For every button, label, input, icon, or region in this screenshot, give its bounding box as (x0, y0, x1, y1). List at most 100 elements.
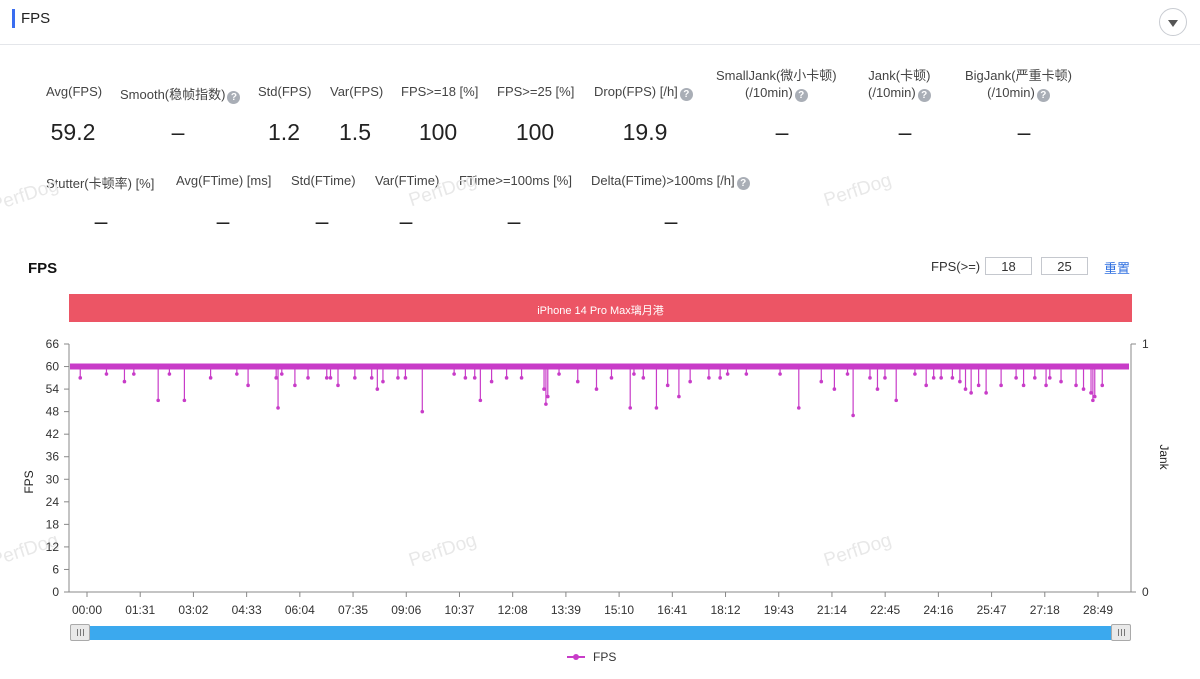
fps-dip-point (1074, 383, 1078, 388)
stat-label-text: SmallJank(微小卡顿) (716, 68, 837, 83)
fps-dip-point (913, 372, 917, 376)
fps-dip-point (1081, 387, 1086, 391)
fps-dip-point (868, 376, 872, 380)
x-tick-label: 25:47 (977, 603, 1007, 617)
collapse-toggle-button[interactable] (1159, 8, 1187, 36)
chart-legend-item[interactable]: FPS (567, 650, 616, 664)
fps-dip-point (489, 379, 494, 384)
fps-dip-point (976, 383, 981, 388)
stats_row2-value-0: – (94, 208, 108, 234)
x-tick-label: 13:39 (551, 603, 581, 617)
fps-dip-point (78, 376, 83, 380)
fps-dip-point (924, 383, 928, 388)
fps-dip-point (594, 387, 599, 391)
x-tick-label: 24:16 (923, 603, 953, 617)
fps-dip-point (778, 372, 782, 376)
y-tick-label: 66 (46, 337, 60, 351)
zoom-slider-track[interactable] (80, 626, 1120, 640)
stat-label-unit: (/10min) (744, 85, 793, 100)
fps-dip-point (609, 376, 614, 380)
fps-dip-point (353, 376, 357, 380)
chevron-down-icon (1168, 19, 1178, 27)
fps-dip-point (544, 402, 548, 406)
fps-dip-point (208, 376, 213, 380)
help-icon[interactable]: ? (917, 89, 931, 102)
fps-dip-point (1033, 376, 1037, 380)
fps-dip-point (725, 372, 730, 376)
fps-dip-point (420, 409, 425, 414)
help-icon[interactable]: ? (679, 88, 693, 101)
fps-dip-point (575, 379, 580, 384)
y-tick-label: 54 (46, 382, 60, 396)
stats_row2-value-5: – (664, 208, 678, 234)
fps-dip-point (182, 398, 187, 403)
help-icon[interactable]: ? (1036, 89, 1050, 102)
stat-label-text: BigJank(严重卡顿) (965, 68, 1072, 83)
stat-label-text: FPS>=18 [%] (401, 84, 479, 99)
x-tick-label: 19:43 (764, 603, 794, 617)
y-tick-label: 6 (52, 562, 59, 576)
fps-dip-point (156, 398, 160, 403)
fps-dip-point (744, 372, 749, 376)
fps-dip-point (336, 383, 340, 388)
fps-dip-point (894, 398, 899, 403)
reset-button[interactable]: 重置 (1104, 261, 1131, 276)
legend-line-marker-icon (567, 652, 585, 662)
fps-dip-point (931, 376, 936, 380)
help-icon[interactable]: ? (227, 91, 241, 104)
fps-dip-point (845, 372, 850, 376)
x-tick-label: 27:18 (1030, 603, 1060, 617)
stats_row2-label-1: Avg(FTime) [ms] (176, 173, 271, 188)
stats_row2-label-0: Stutter(卡顿率) [%] (46, 173, 154, 192)
stat-label-unit: (/10min) (987, 85, 1035, 100)
stats_row1-value-5: 100 (515, 119, 555, 145)
fps-dip-point (328, 376, 333, 380)
stats_row2-value-4: – (507, 208, 521, 234)
fps-dip-point (875, 387, 880, 391)
stat-label-text: Std(FPS) (258, 84, 312, 99)
stats_row1-value-1: – (171, 119, 185, 145)
fps-dip-point (950, 376, 955, 380)
x-tick-label: 22:45 (870, 603, 900, 617)
stats_row1-value-0: 59.2 (50, 119, 96, 145)
zoom-slider-right-handle[interactable] (1111, 624, 1131, 641)
stats_row1-value-8: – (898, 119, 912, 145)
fps-dip-point (324, 376, 329, 380)
x-tick-label: 18:12 (711, 603, 741, 617)
help-icon[interactable]: ? (736, 177, 750, 190)
fps-dip-point (403, 376, 408, 380)
stats_row1-label-3: Var(FPS) (330, 84, 383, 99)
zoom-slider-left-handle[interactable] (70, 624, 90, 641)
fps-threshold-input-1[interactable] (985, 257, 1032, 275)
y2-axis-label: Jank (1157, 444, 1171, 470)
help-icon[interactable]: ? (794, 89, 808, 102)
y-tick-label: 0 (52, 585, 59, 599)
fps-threshold-input-2[interactable] (1041, 257, 1088, 275)
x-tick-label: 21:14 (817, 603, 847, 617)
stats_row1-value-2: 1.2 (268, 119, 300, 145)
fps-dip-point (851, 413, 855, 418)
x-tick-label: 07:35 (338, 603, 368, 617)
stat-label-text: FTime>=100ms [%] (459, 173, 572, 188)
fps-dip-point (478, 398, 483, 403)
y-tick-label: 48 (46, 405, 60, 419)
legend-label: FPS (593, 650, 617, 664)
stat-label-text: FPS>=25 [%] (497, 84, 575, 99)
fps-dip-point (1100, 383, 1105, 388)
stat-label-text: Avg(FPS) (46, 84, 103, 99)
device-band: iPhone 14 Pro Max璃月港 (69, 294, 1132, 322)
fps-dip-point (1014, 376, 1018, 380)
x-tick-label: 06:04 (285, 603, 315, 617)
x-tick-label: 15:10 (604, 603, 634, 617)
y-tick-label: 18 (46, 517, 60, 531)
stats_row2-label-2: Std(FTime) (291, 173, 356, 188)
section-title: FPS (21, 10, 51, 27)
x-tick-label: 01:31 (125, 603, 155, 617)
fps-dip-point (963, 387, 968, 391)
stats_row1-label-9: BigJank(严重卡顿) (/10min)? (965, 67, 1072, 102)
x-tick-label: 16:41 (657, 603, 687, 617)
fps-dip-point (276, 406, 280, 410)
stat-label-text: Stutter(卡顿率) [%] (46, 176, 155, 191)
fps-dip-point (939, 376, 943, 380)
fps-dip-point (246, 383, 250, 388)
